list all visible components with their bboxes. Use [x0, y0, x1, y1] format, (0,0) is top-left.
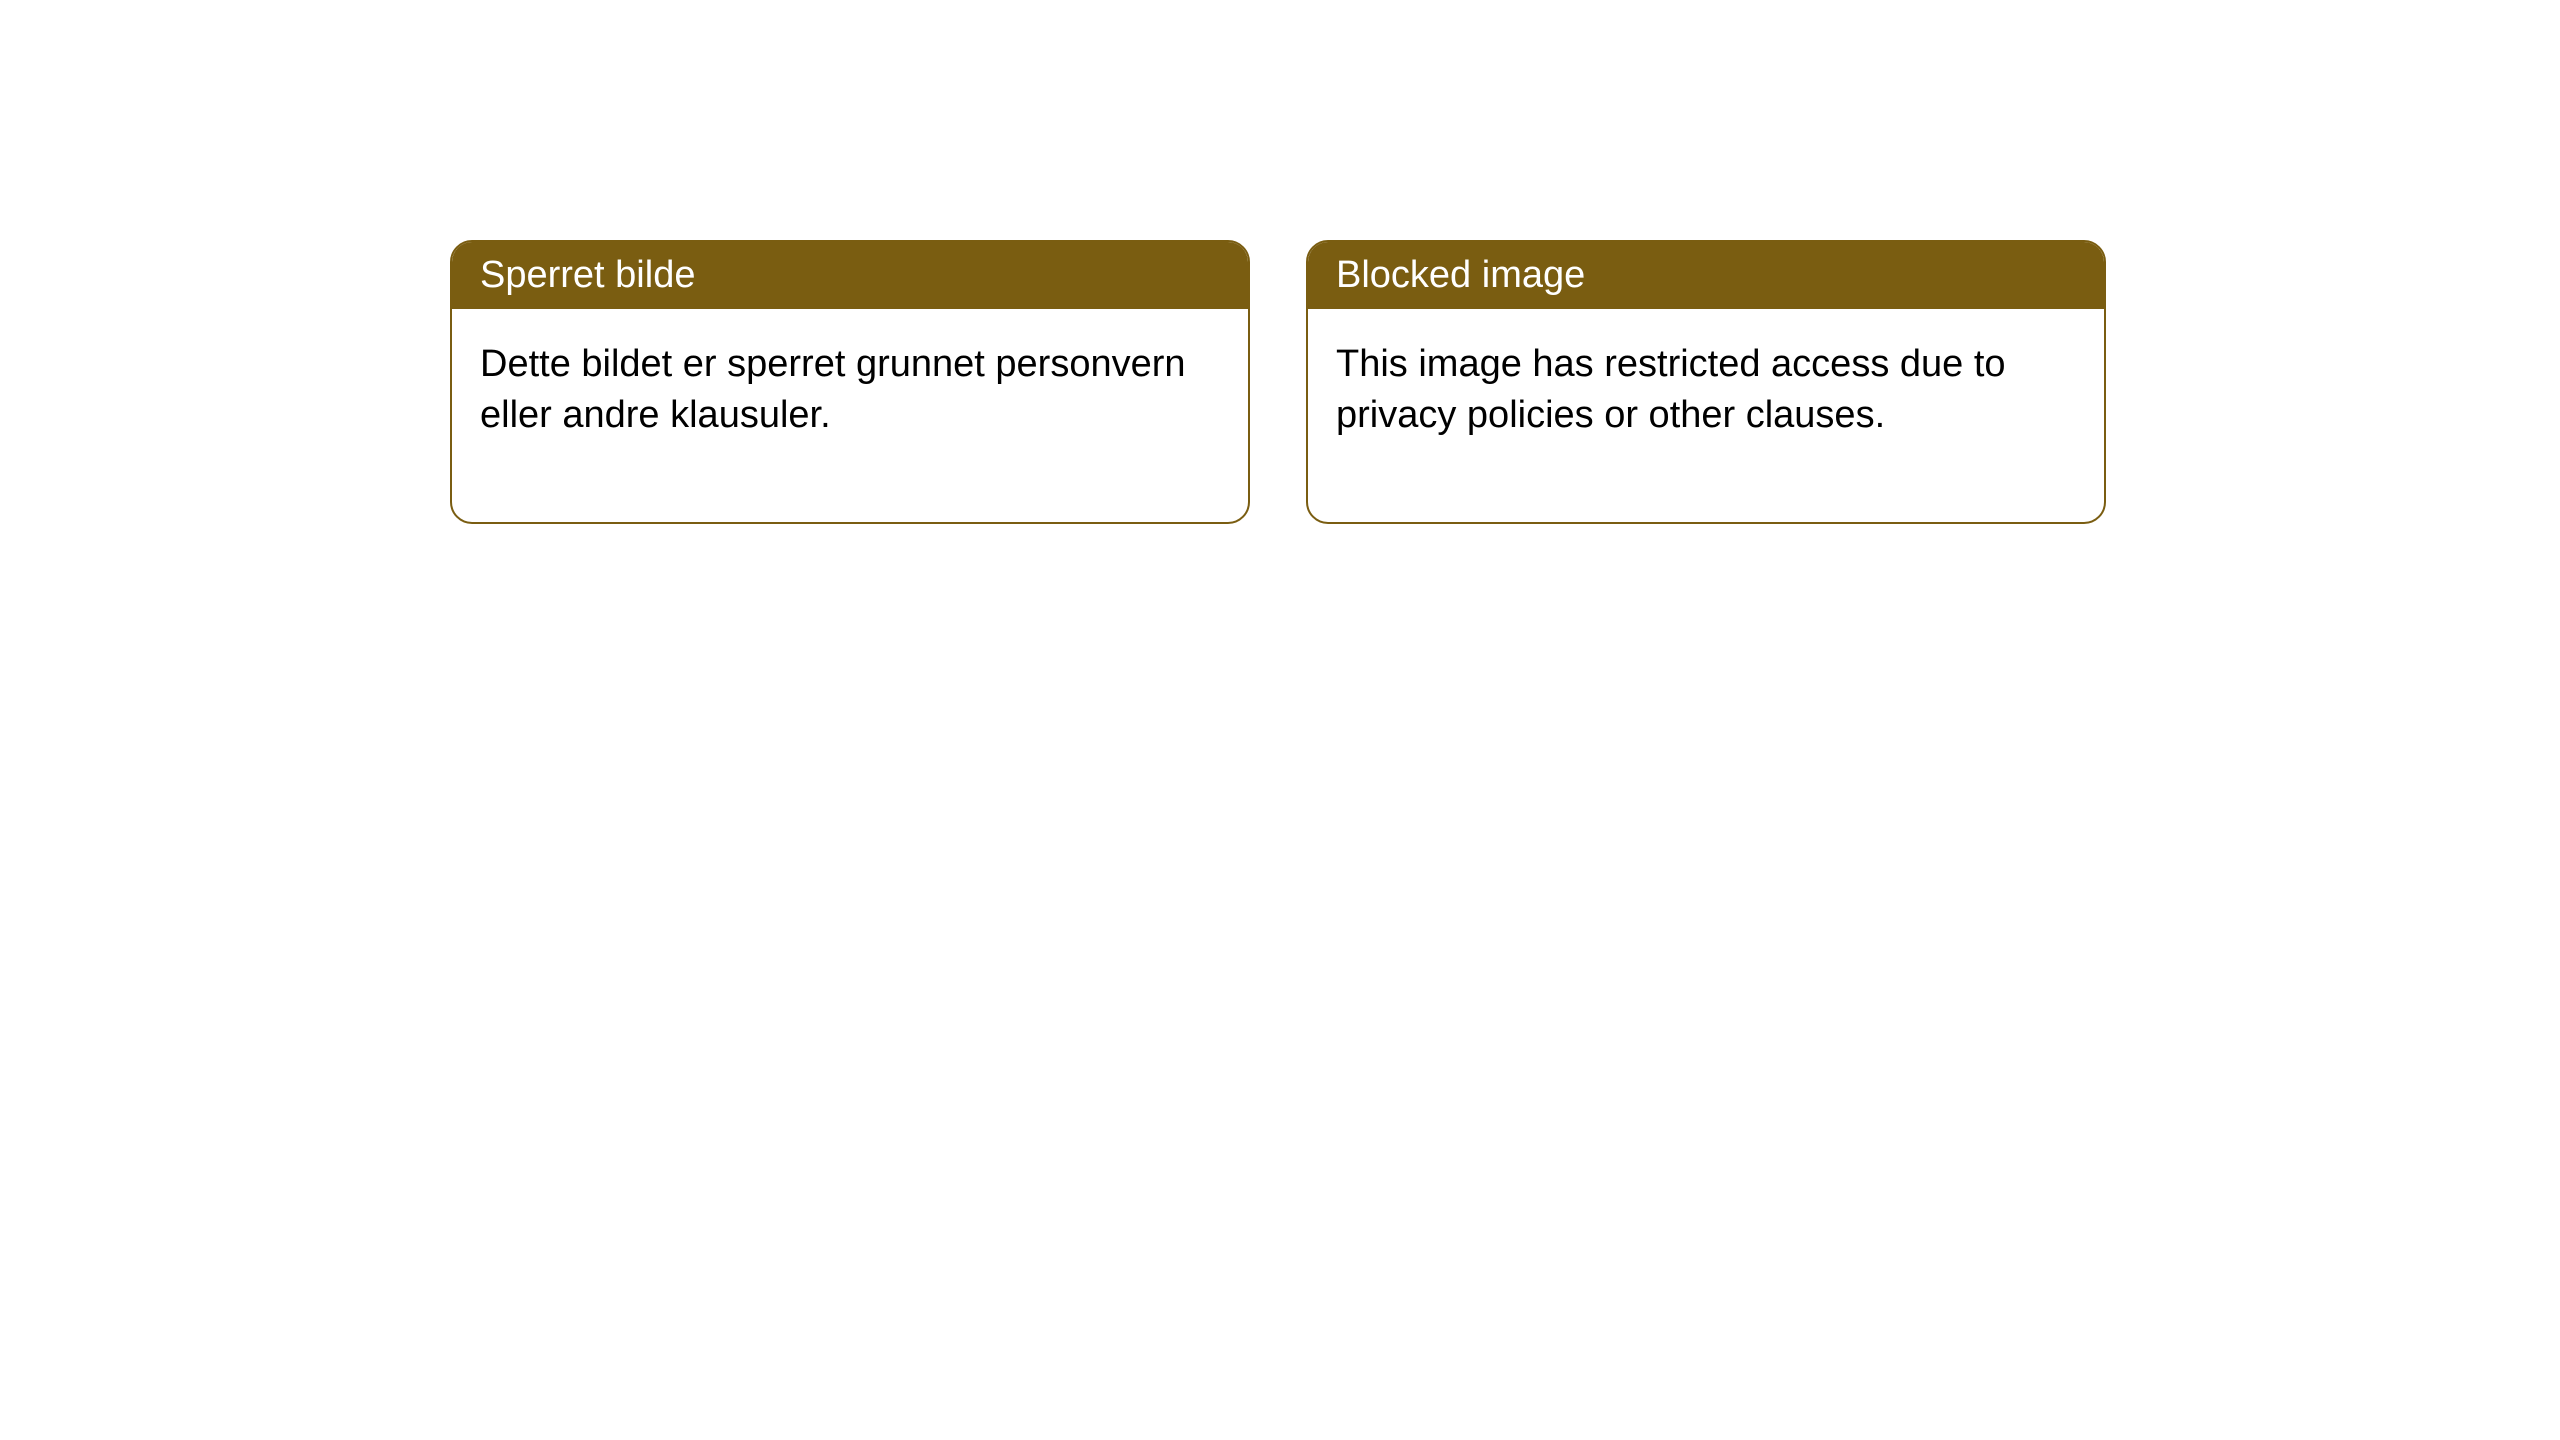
card-body: Dette bildet er sperret grunnet personve…: [452, 309, 1248, 522]
card-title: Sperret bilde: [452, 242, 1248, 309]
notice-card-english: Blocked image This image has restricted …: [1306, 240, 2106, 524]
notice-card-norwegian: Sperret bilde Dette bildet er sperret gr…: [450, 240, 1250, 524]
notice-cards-container: Sperret bilde Dette bildet er sperret gr…: [450, 240, 2106, 524]
card-title: Blocked image: [1308, 242, 2104, 309]
card-body: This image has restricted access due to …: [1308, 309, 2104, 522]
